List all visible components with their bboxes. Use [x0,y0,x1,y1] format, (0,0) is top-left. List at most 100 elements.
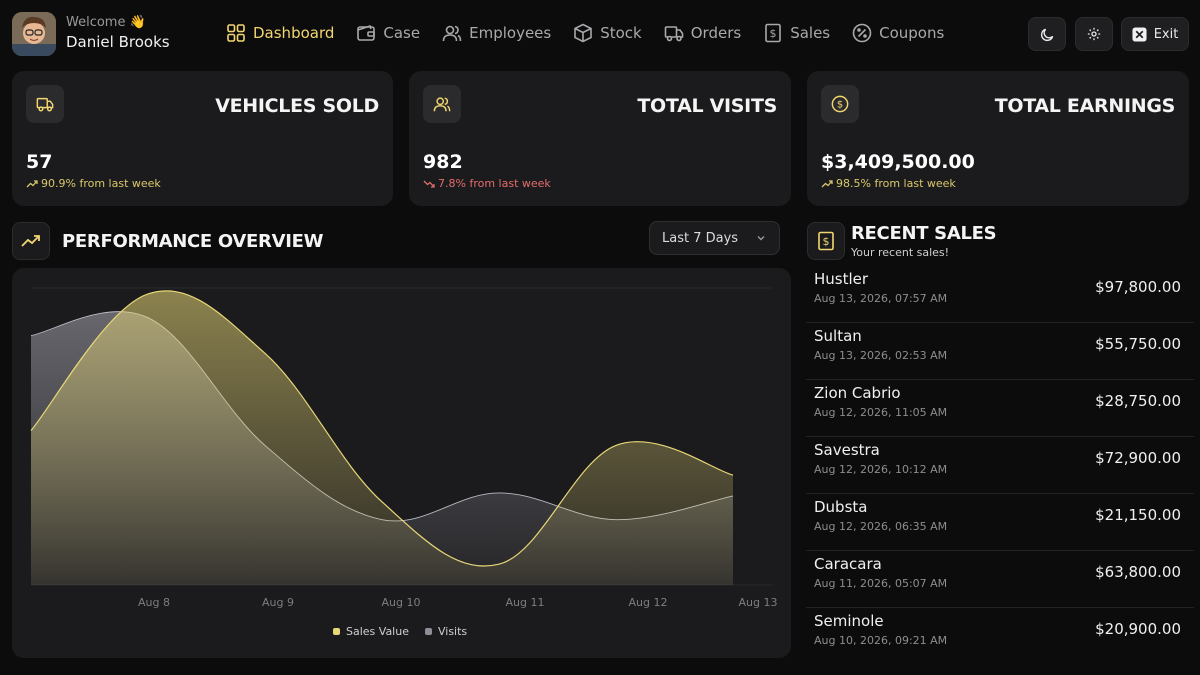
sale-vehicle-name: Hustler [814,270,869,288]
receipt-icon: $ [818,231,834,251]
trending-up-icon [821,179,833,187]
sale-amount: $63,800.00 [1095,563,1181,581]
sale-vehicle-name: Seminole [814,612,884,630]
stat-title: TOTAL EARNINGS [994,95,1176,117]
stat-change-text: 98.5% from last week [836,177,956,190]
stat-value: 57 [26,151,53,173]
stat-card-earnings: $ TOTAL EARNINGS $3,409,500.00 98.5% fro… [807,71,1189,206]
legend-swatch [333,628,340,635]
performance-chart-card: Aug 8 Aug 9 Aug 10 Aug 11 Aug 12 Aug 13 [12,268,791,658]
stat-card-visits: TOTAL VISITS 982 7.8% from last week [409,71,791,206]
x-tick-label: Aug 13 [739,596,778,609]
sale-vehicle-name: Dubsta [814,498,868,516]
nav-item-dashboard[interactable]: Dashboard [226,22,334,44]
nav-item-case[interactable]: Case [356,22,420,44]
recent-sales-list: Hustler Aug 13, 2026, 07:57 AM $97,800.0… [806,266,1194,665]
stat-value: 982 [423,151,463,173]
date-range-select[interactable]: Last 7 Days [649,221,780,255]
grid-icon [227,24,245,42]
nav-item-orders[interactable]: Orders [664,22,741,44]
sale-date: Aug 10, 2026, 09:21 AM [814,634,948,647]
sale-vehicle-name: Savestra [814,441,880,459]
sale-vehicle-name: Sultan [814,327,862,345]
stat-value: $3,409,500.00 [821,151,975,173]
trending-up-icon [26,179,38,187]
trending-up-icon [21,235,40,247]
sale-amount: $97,800.00 [1095,278,1181,296]
stat-icon-box [423,85,461,123]
list-item[interactable]: Seminole Aug 10, 2026, 09:21 AM $20,900.… [806,608,1194,665]
coupon-icon [852,23,872,43]
sale-date: Aug 12, 2026, 11:05 AM [814,406,948,419]
moon-icon [1040,28,1053,41]
nav-item-coupons[interactable]: Coupons [852,22,944,44]
svg-text:$: $ [837,100,843,111]
sale-amount: $20,900.00 [1095,620,1181,638]
list-item[interactable]: Caracara Aug 11, 2026, 05:07 AM $63,800.… [806,551,1194,608]
users-icon [433,97,451,112]
nav-label: Sales [790,24,831,42]
main-nav: Dashboard Case Employees Stock Orders $ … [226,22,966,44]
chart-legend: Sales Value Visits [333,625,467,638]
settings-button[interactable] [1075,17,1113,51]
nav-label: Coupons [879,24,945,42]
top-bar: Welcome 👋 Daniel Brooks Dashboard Case E… [0,0,1200,68]
stat-icon-box: $ [821,85,859,123]
avatar[interactable] [12,12,56,56]
x-tick-label: Aug 8 [138,596,170,609]
receipt-icon: $ [765,23,781,43]
close-square-icon [1132,26,1147,42]
stat-change-text: 90.9% from last week [41,177,161,190]
sale-vehicle-name: Caracara [814,555,882,573]
series-line-sales-value [30,290,734,567]
legend-item-visits[interactable]: Visits [424,625,468,638]
list-item[interactable]: Zion Cabrio Aug 12, 2026, 11:05 AM $28,7… [806,380,1194,437]
legend-label: Sales Value [346,625,409,638]
performance-icon-box [12,222,50,260]
list-item[interactable]: Hustler Aug 13, 2026, 07:57 AM $97,800.0… [806,266,1194,323]
trending-down-icon [423,180,435,188]
sale-vehicle-name: Zion Cabrio [814,384,901,402]
stat-change: 90.9% from last week [26,177,161,190]
performance-title: PERFORMANCE OVERVIEW [62,231,324,252]
nav-item-stock[interactable]: Stock [573,22,642,44]
truck-icon [664,26,684,42]
sale-amount: $55,750.00 [1095,335,1181,353]
recent-sales-icon-box: $ [807,222,845,260]
sale-date: Aug 12, 2026, 10:12 AM [814,463,948,476]
nav-label: Orders [690,24,742,42]
series-area-sales-value [31,290,733,585]
svg-text:$: $ [823,235,830,248]
x-tick-label: Aug 9 [262,596,294,609]
sale-date: Aug 12, 2026, 06:35 AM [814,520,948,533]
stat-icon-box [26,85,64,123]
sale-amount: $28,750.00 [1095,392,1181,410]
list-item[interactable]: Savestra Aug 12, 2026, 10:12 AM $72,900.… [806,437,1194,494]
legend-item-sales[interactable]: Sales Value [333,625,409,638]
nav-item-sales[interactable]: $ Sales [763,22,830,44]
users-icon [442,25,462,42]
user-name: Daniel Brooks [66,33,170,51]
legend-label: Visits [437,625,468,638]
exit-button[interactable]: Exit [1121,17,1189,51]
x-tick-label: Aug 12 [629,596,668,609]
nav-label: Case [383,24,421,42]
dollar-icon: $ [831,95,849,113]
sale-amount: $21,150.00 [1095,506,1181,524]
chevron-down-icon [757,236,765,241]
date-range-value: Last 7 Days [662,231,739,246]
sale-date: Aug 13, 2026, 07:57 AM [814,292,948,305]
recent-sales-subtitle: Your recent sales! [851,246,950,259]
wallet-icon [357,24,376,41]
recent-sales-title: RECENT SALES [851,223,997,244]
stat-title: VEHICLES SOLD [215,95,379,117]
svg-text:$: $ [770,27,777,40]
theme-toggle-button[interactable] [1028,17,1066,51]
box-icon [574,23,593,43]
nav-item-employees[interactable]: Employees [442,22,551,44]
sale-date: Aug 13, 2026, 02:53 AM [814,349,948,362]
stat-change: 98.5% from last week [821,177,956,190]
list-item[interactable]: Dubsta Aug 12, 2026, 06:35 AM $21,150.00 [806,494,1194,551]
list-item[interactable]: Sultan Aug 13, 2026, 02:53 AM $55,750.00 [806,323,1194,380]
stat-title: TOTAL VISITS [637,95,777,117]
